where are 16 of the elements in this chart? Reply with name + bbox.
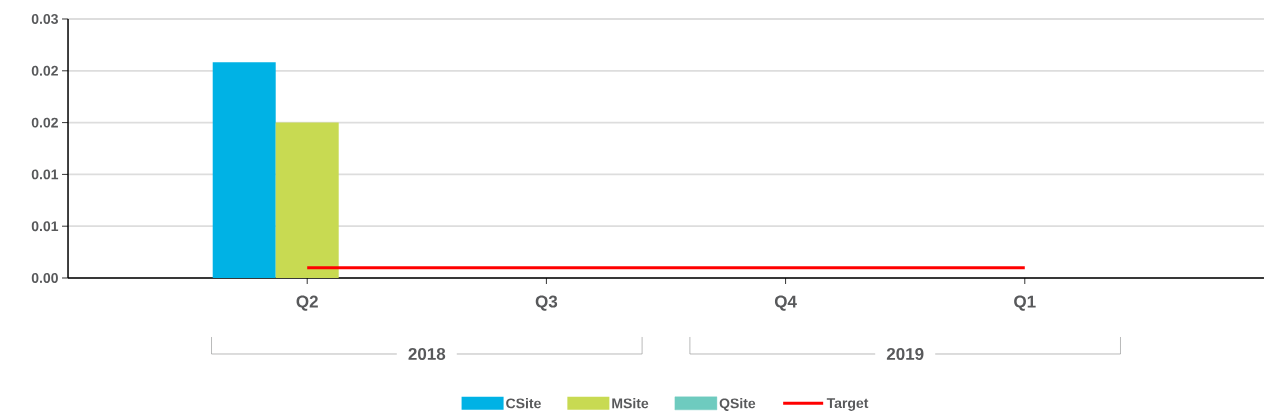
y-tick-label: 0.01 [31, 169, 59, 180]
y-tick-label: 0.02 [31, 65, 58, 76]
legend-label: QSite [719, 398, 756, 411]
x-tick-label: Q2 [296, 295, 318, 311]
y-tick-label: 0.01 [31, 221, 59, 232]
x-tick-label: Q1 [1014, 295, 1036, 311]
legend-label: MSite [612, 398, 649, 409]
y-tick-label: 0.03 [31, 14, 58, 24]
legend-label: Target [826, 398, 869, 411]
x-tick-label: Q3 [535, 295, 558, 311]
legend-label: CSite [506, 398, 541, 409]
x-tick-label: Q4 [774, 295, 797, 311]
text: 2019 [886, 347, 924, 361]
text: 2018 [408, 347, 446, 361]
y-tick-label: 0.02 [31, 117, 58, 128]
y-tick-label: 0.00 [31, 273, 58, 283]
